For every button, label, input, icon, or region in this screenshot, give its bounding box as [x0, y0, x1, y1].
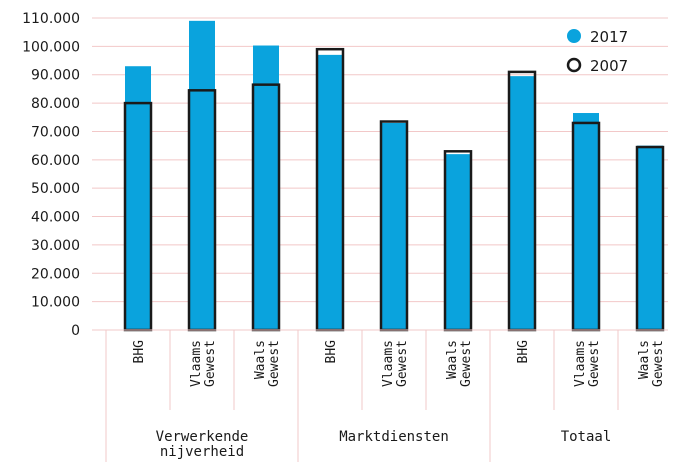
group-label: Verwerkende [156, 429, 249, 445]
category-label: BHG [324, 340, 339, 364]
bars [123, 20, 665, 332]
legend-marker-2007 [566, 57, 582, 73]
y-tick-label: 40.000 [31, 210, 80, 226]
y-axis-ticks: 0 10.000 20.000 30.000 40.000 50.000 60.000 70.… [22, 11, 80, 339]
category-label-line: BHG [132, 340, 147, 364]
y-tick-label: 60.000 [31, 153, 80, 169]
category-label-line: Gewest [395, 340, 410, 387]
legend: 2017 2007 [566, 28, 628, 75]
bar-2017 [189, 20, 215, 330]
category-label-line: Gewest [267, 340, 282, 387]
bar-2017 [509, 76, 535, 331]
y-tick-label: 80.000 [31, 96, 80, 112]
category-label: Waals Gewest [253, 340, 282, 387]
legend-label-2017: 2017 [590, 28, 628, 46]
y-tick-label: 100.000 [22, 39, 80, 55]
category-label-line: Vlaams [189, 340, 204, 387]
category-label-line: Gewest [203, 340, 218, 387]
bar-2017 [253, 45, 279, 330]
x-axis: BHG Vlaams Gewest Waals Gewest BHG Vlaams Gewes… [92, 329, 668, 462]
y-tick-label: 70.000 [31, 124, 80, 140]
y-tick-label: 30.000 [31, 238, 80, 254]
category-label: Vlaams Gewest [573, 340, 602, 387]
category-label-line: BHG [324, 340, 339, 364]
bar-2017 [445, 154, 471, 330]
group-label: Totaal [561, 429, 612, 445]
category-label-line: Vlaams [381, 340, 396, 387]
category-label-line: Gewest [587, 340, 602, 387]
y-tick-label: 0 [71, 323, 80, 339]
legend-label-2007: 2007 [590, 57, 628, 75]
bar-2017 [317, 54, 343, 330]
legend-marker-2017 [567, 29, 581, 43]
category-label: BHG [132, 340, 147, 364]
category-label: Vlaams Gewest [189, 340, 218, 387]
bar-2017 [381, 122, 407, 330]
y-tick-label: 10.000 [31, 295, 80, 311]
bar-2017 [573, 113, 599, 330]
group-label: nijverheid [160, 444, 244, 460]
category-label: Vlaams Gewest [381, 340, 410, 387]
category-label-line: Waals [637, 340, 652, 379]
y-tick-label: 90.000 [31, 68, 80, 84]
y-tick-label: 20.000 [31, 266, 80, 282]
category-label-line: Waals [253, 340, 268, 379]
bar-2017 [125, 66, 151, 330]
category-label: BHG [516, 340, 531, 364]
category-label-line: BHG [516, 340, 531, 364]
category-label-line: Waals [445, 340, 460, 379]
y-tick-label: 110.000 [22, 11, 80, 27]
category-label-line: Gewest [459, 340, 474, 387]
category-label-line: Vlaams [573, 340, 588, 387]
category-label: Waals Gewest [637, 340, 666, 387]
bar-2017 [637, 145, 663, 330]
group-label: Marktdiensten [339, 429, 449, 445]
category-label: Waals Gewest [445, 340, 474, 387]
category-label-line: Gewest [651, 340, 666, 387]
y-tick-label: 50.000 [31, 181, 80, 197]
